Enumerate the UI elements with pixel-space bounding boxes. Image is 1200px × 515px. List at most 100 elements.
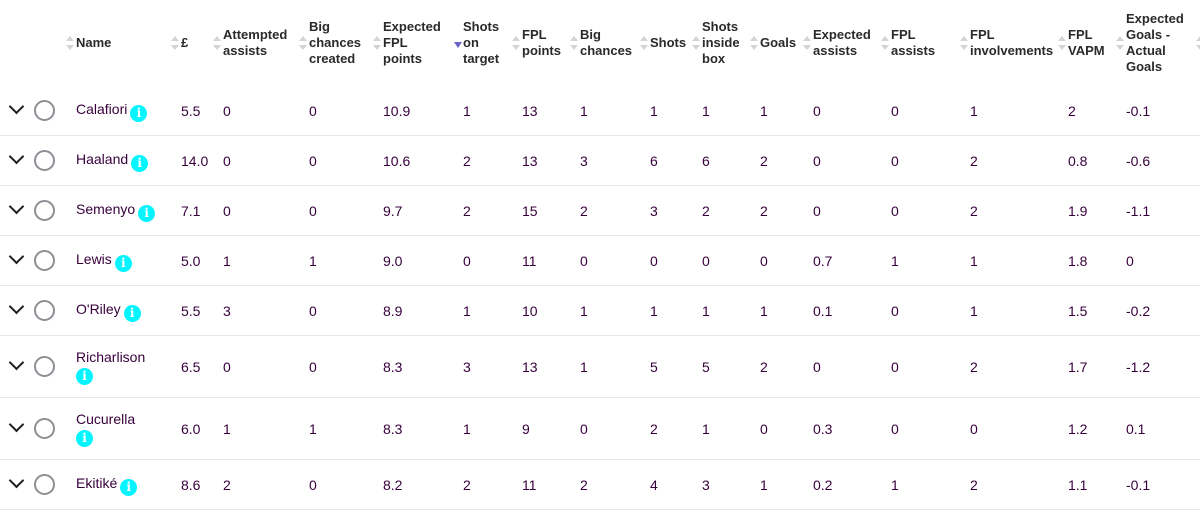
radio-circle-icon[interactable] bbox=[34, 300, 55, 321]
sort-down-icon bbox=[960, 45, 968, 50]
radio-circle-icon[interactable] bbox=[34, 200, 55, 221]
cell-fpl-assists: 1 bbox=[891, 459, 970, 510]
table-row[interactable]: O'Riley i 5.5 3 0 8.9 1 10 1 1 1 1 0.1 0 1 1.5 -0.2 bbox=[0, 285, 1200, 336]
chevron-down-icon[interactable] bbox=[8, 148, 25, 165]
player-name[interactable]: Lewis bbox=[76, 250, 112, 267]
info-icon[interactable]: i bbox=[123, 304, 141, 322]
chevron-down-icon[interactable] bbox=[8, 298, 25, 315]
sort-icon[interactable] bbox=[881, 36, 889, 50]
header-cell-expected-assists[interactable]: Expected assists bbox=[813, 0, 891, 86]
sort-icon[interactable] bbox=[66, 36, 74, 50]
table-row[interactable]: Richarlison i 6.5 0 0 8.3 3 13 1 5 5 2 0 0 2 1.7 -1.2 bbox=[0, 335, 1200, 398]
cell-expected-fpl-points: 10.9 bbox=[383, 86, 463, 136]
header-cell-shots[interactable]: Shots bbox=[650, 0, 702, 86]
sort-icon[interactable] bbox=[640, 36, 648, 50]
table-row[interactable]: Lewis i 5.0 1 1 9.0 0 11 0 0 0 0 0.7 1 1 1.8 0 bbox=[0, 235, 1200, 286]
cell-fpl-vapm: 1.2 bbox=[1068, 397, 1126, 460]
radio-circle-icon[interactable] bbox=[34, 100, 55, 121]
table-row[interactable]: Ekitiké i 8.6 2 0 8.2 2 11 2 4 3 1 0.2 1 2 1.1 -0.1 bbox=[0, 459, 1200, 510]
cell-fpl-involvements: 1 bbox=[970, 235, 1068, 286]
info-icon[interactable]: i bbox=[76, 430, 93, 447]
player-name[interactable]: Ekitiké bbox=[76, 474, 118, 491]
header-cell-fpl-vapm[interactable]: FPL VAPM bbox=[1068, 0, 1126, 86]
player-name[interactable]: Haaland bbox=[76, 150, 129, 167]
select-cell bbox=[34, 285, 76, 336]
cell-attempted-assists: 0 bbox=[223, 335, 309, 398]
player-name-cell: Haaland i bbox=[76, 135, 181, 186]
cell-fpl-vapm: 2 bbox=[1068, 86, 1126, 136]
header-cell-expected-fpl-points[interactable]: Expected FPL points bbox=[383, 0, 463, 86]
sort-icon[interactable] bbox=[1058, 36, 1066, 50]
header-cell-expand[interactable] bbox=[34, 0, 76, 86]
info-icon[interactable]: i bbox=[76, 368, 93, 385]
cell-expected-assists: 0.3 bbox=[813, 397, 891, 460]
sort-down-icon bbox=[750, 45, 758, 50]
chevron-down-icon[interactable] bbox=[8, 248, 25, 265]
header-cell-big-chances-created[interactable]: Big chances created bbox=[309, 0, 383, 86]
table-row[interactable]: Calafiori i 5.5 0 0 10.9 1 13 1 1 1 1 0 0 1 2 -0.1 bbox=[0, 86, 1200, 136]
cell-shots-on-target: 2 bbox=[463, 459, 522, 510]
cell-shots: 6 bbox=[650, 135, 702, 186]
chevron-down-icon[interactable] bbox=[8, 354, 25, 371]
chevron-down-icon[interactable] bbox=[8, 416, 25, 433]
sort-icon[interactable] bbox=[1196, 36, 1200, 50]
header-cell-fpl-assists[interactable]: FPL assists bbox=[891, 0, 970, 86]
player-name[interactable]: Semenyo bbox=[76, 200, 136, 217]
header-cell-xg-minus-goals[interactable]: Expected Goals - Actual Goals bbox=[1126, 0, 1200, 86]
player-name[interactable]: Cucurella bbox=[76, 411, 136, 427]
info-icon[interactable]: i bbox=[138, 204, 156, 222]
sort-up-icon bbox=[299, 36, 307, 41]
header-cell-expand bbox=[0, 0, 34, 86]
sort-icon[interactable] bbox=[299, 36, 307, 50]
sort-icon[interactable] bbox=[213, 36, 221, 50]
header-cell-fpl-points[interactable]: FPL points bbox=[522, 0, 580, 86]
table-row[interactable]: Semenyo i 7.1 0 0 9.7 2 15 2 3 2 2 0 0 2 1.9 -1.1 bbox=[0, 185, 1200, 236]
player-name[interactable]: Calafiori bbox=[76, 100, 128, 117]
header-label-shots: Shots bbox=[650, 35, 687, 50]
radio-circle-icon[interactable] bbox=[34, 418, 55, 439]
cell-shots: 4 bbox=[650, 459, 702, 510]
table-row[interactable]: Cucurella i 6.0 1 1 8.3 1 9 0 2 1 0 0.3 0 0 1.2 0.1 bbox=[0, 397, 1200, 460]
cell-big-chances: 2 bbox=[580, 459, 650, 510]
header-cell-big-chances[interactable]: Big chances bbox=[580, 0, 650, 86]
header-cell-name[interactable]: Name bbox=[76, 0, 181, 86]
sort-icon[interactable] bbox=[1116, 36, 1124, 50]
player-name[interactable]: O'Riley bbox=[76, 300, 121, 317]
header-cell-attempted-assists[interactable]: Attempted assists bbox=[223, 0, 309, 86]
sort-icon[interactable] bbox=[803, 36, 811, 50]
sort-icon[interactable] bbox=[373, 36, 381, 50]
sort-icon[interactable] bbox=[512, 36, 520, 50]
sort-desc-icon[interactable] bbox=[454, 42, 462, 48]
header-cell-shots-inside-box[interactable]: Shots inside box bbox=[702, 0, 760, 86]
sort-icon[interactable] bbox=[960, 36, 968, 50]
info-icon[interactable]: i bbox=[120, 478, 138, 496]
cell-big-chances: 0 bbox=[580, 397, 650, 460]
player-name[interactable]: Richarlison bbox=[76, 349, 146, 365]
radio-circle-icon[interactable] bbox=[34, 150, 55, 171]
chevron-down-icon[interactable] bbox=[8, 198, 25, 215]
info-icon[interactable]: i bbox=[130, 104, 148, 122]
header-label-expected-fpl-points: Expected FPL points bbox=[383, 19, 441, 66]
radio-circle-icon[interactable] bbox=[34, 474, 55, 495]
sort-down-icon bbox=[570, 45, 578, 50]
sort-icon[interactable] bbox=[692, 36, 700, 50]
sort-down-icon bbox=[512, 45, 520, 50]
sort-icon[interactable] bbox=[570, 36, 578, 50]
sort-icon[interactable] bbox=[171, 36, 179, 50]
radio-circle-icon[interactable] bbox=[34, 356, 55, 377]
table-row[interactable]: Haaland i 14.0 0 0 10.6 2 13 3 6 6 2 0 0 2 0.8 -0.6 bbox=[0, 135, 1200, 186]
radio-circle-icon[interactable] bbox=[34, 250, 55, 271]
info-icon[interactable]: i bbox=[131, 154, 149, 172]
chevron-down-icon[interactable] bbox=[8, 98, 25, 115]
header-cell-goals[interactable]: Goals bbox=[760, 0, 813, 86]
cell-price: 5.0 bbox=[181, 235, 223, 286]
chevron-down-icon[interactable] bbox=[8, 472, 25, 489]
header-cell-price[interactable]: £ bbox=[181, 0, 223, 86]
info-icon[interactable]: i bbox=[114, 254, 132, 272]
sort-icon[interactable] bbox=[750, 36, 758, 50]
cell-shots-on-target: 1 bbox=[463, 86, 522, 136]
cell-big-chances: 1 bbox=[580, 335, 650, 398]
player-name-cell: Semenyo i bbox=[76, 185, 181, 236]
header-cell-shots-on-target[interactable]: Shots on target bbox=[463, 0, 522, 86]
header-cell-fpl-involvements[interactable]: FPL involvements bbox=[970, 0, 1068, 86]
